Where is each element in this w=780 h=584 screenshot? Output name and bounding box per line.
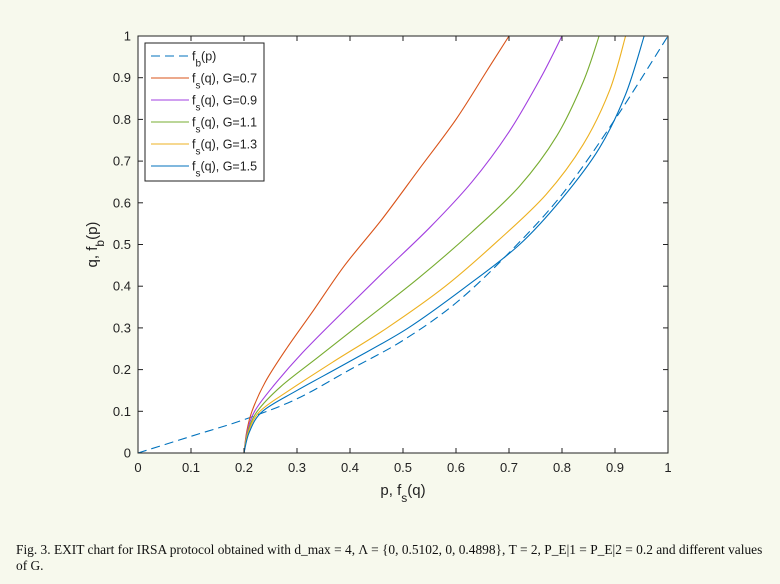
x-tick-label: 0.2 xyxy=(235,460,253,475)
y-tick-label: 0.5 xyxy=(113,237,131,252)
y-tick-label: 1 xyxy=(124,29,131,44)
y-axis-label: q, fb(p) xyxy=(84,222,107,268)
y-tick-label: 0.4 xyxy=(113,279,131,294)
y-tick-label: 0.7 xyxy=(113,154,131,169)
legend-label: fs(q), G=0.7 xyxy=(192,72,257,92)
y-tick-label: 0.8 xyxy=(113,112,131,127)
series-line-4 xyxy=(243,35,627,454)
y-tick-label: 0.6 xyxy=(113,195,131,210)
series-line-0 xyxy=(137,35,669,454)
y-tick-label: 0.2 xyxy=(113,362,131,377)
x-tick-label: 0.5 xyxy=(394,460,412,475)
series-line-5 xyxy=(243,35,645,454)
legend-label: fs(q), G=1.5 xyxy=(192,160,257,180)
x-axis-label: p, fs(q) xyxy=(380,482,425,505)
y-tick-label: 0 xyxy=(124,446,131,461)
legend-label: fs(q), G=1.3 xyxy=(192,138,257,158)
y-tick-label: 0.9 xyxy=(113,70,131,85)
x-tick-label: 0.6 xyxy=(447,460,465,475)
legend-label: fs(q), G=1.1 xyxy=(192,116,257,136)
x-tick-label: 0 xyxy=(134,460,141,475)
y-tick-label: 0.1 xyxy=(113,404,131,419)
caption-text: Fig. 3. EXIT chart for IRSA protocol obt… xyxy=(16,542,763,573)
series-line-1 xyxy=(243,35,510,454)
x-tick-label: 0.7 xyxy=(500,460,518,475)
x-tick-label: 0.8 xyxy=(553,460,571,475)
series-line-3 xyxy=(243,35,600,454)
legend-label: fb(p) xyxy=(192,50,216,70)
series-layer xyxy=(137,35,669,454)
figure-caption: Fig. 3. EXIT chart for IRSA protocol obt… xyxy=(16,542,772,574)
legend-box xyxy=(144,42,265,182)
legend-label: fs(q), G=0.9 xyxy=(192,94,257,114)
x-tick-label: 0.3 xyxy=(288,460,306,475)
tick-layer: 0 0.1 0.2 0.3 0.4 0.5 0.6 0.7 0.8 0.9 1 0 0.1 0.2 0.3 0… xyxy=(113,29,672,476)
x-tick-label: 0.9 xyxy=(606,460,624,475)
x-tick-label: 0.1 xyxy=(182,460,200,475)
y-tick-label: 0.3 xyxy=(113,320,131,335)
x-tick-label: 0.4 xyxy=(341,460,359,475)
x-tick-label: 1 xyxy=(664,460,671,475)
legend: fb(p)fs(q), G=0.7fs(q), G=0.9fs(q), G=1.… xyxy=(144,42,265,182)
series-line-2 xyxy=(243,35,563,454)
axis-labels: p, fs(q) q, fb(p) xyxy=(84,222,426,505)
exit-chart: 0 0.1 0.2 0.3 0.4 0.5 0.6 0.7 0.8 0.9 1 0 0.1 0.2 0.3 0… xyxy=(84,29,672,506)
